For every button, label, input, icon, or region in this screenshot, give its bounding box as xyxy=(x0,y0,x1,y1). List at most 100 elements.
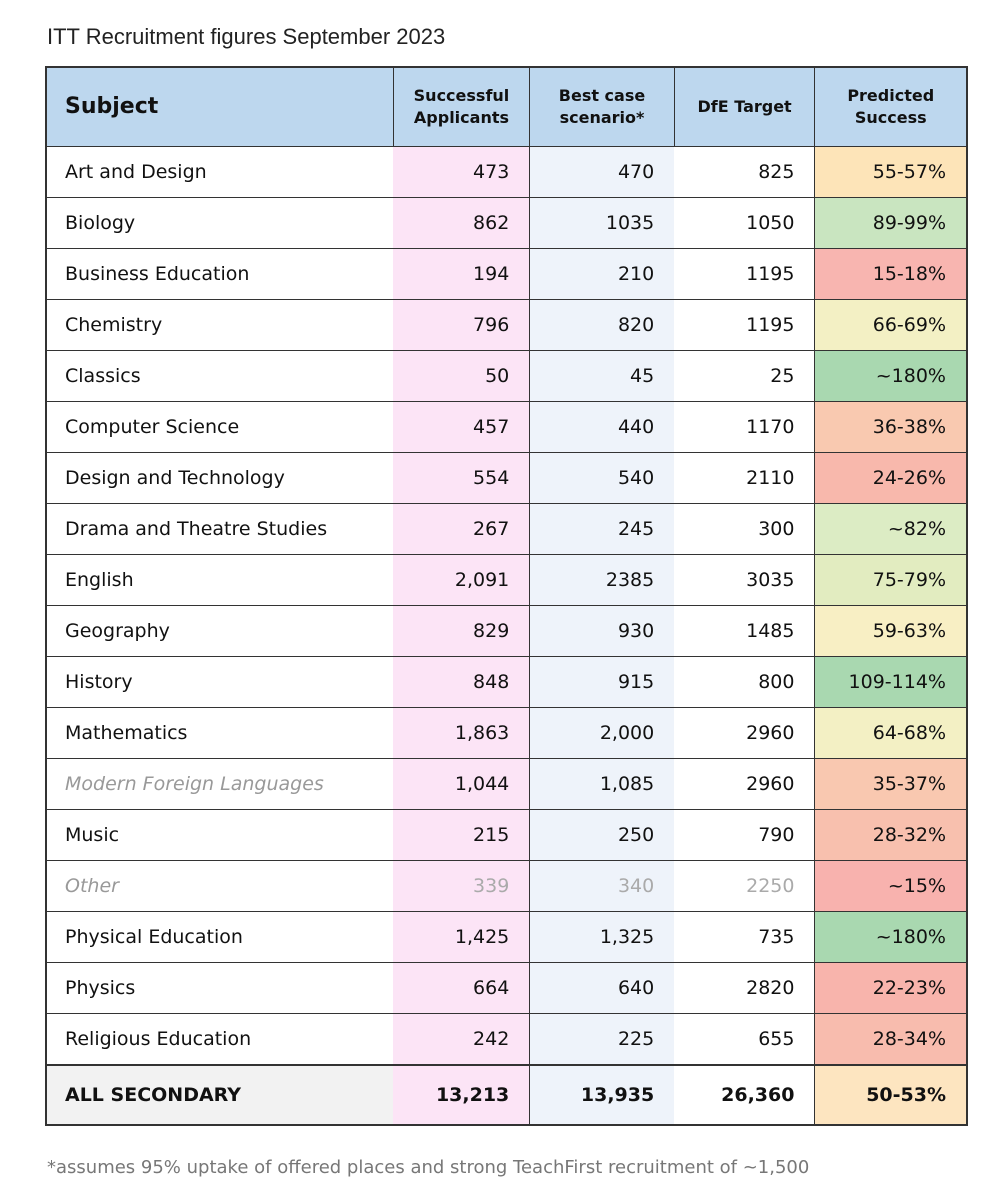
table-row: Design and Technology 554 540 2110 24-26% xyxy=(46,452,967,504)
value-cell: 820 xyxy=(529,299,675,351)
subject-cell: Physical Education xyxy=(46,911,394,963)
value-cell: 862 xyxy=(393,197,530,249)
table-row: Classics 50 45 25 ~180% xyxy=(46,350,967,402)
total-cell: 13,213 xyxy=(393,1064,530,1125)
value-cell: 2960 xyxy=(674,707,815,759)
value-cell: 1485 xyxy=(674,605,815,657)
value-cell: 1,425 xyxy=(393,911,530,963)
subject-cell: Drama and Theatre Studies xyxy=(46,503,394,555)
value-cell: 22-23% xyxy=(814,962,967,1014)
value-cell: 64-68% xyxy=(814,707,967,759)
value-cell: 800 xyxy=(674,656,815,708)
value-cell: 215 xyxy=(393,809,530,861)
value-cell: 554 xyxy=(393,452,530,504)
value-cell: 194 xyxy=(393,248,530,300)
table-row: Drama and Theatre Studies 267 245 300 ~82% xyxy=(46,503,967,555)
value-cell: 796 xyxy=(393,299,530,351)
value-cell: 1050 xyxy=(674,197,815,249)
table-row: Physics 664 640 2820 22-23% xyxy=(46,962,967,1014)
value-cell: 28-32% xyxy=(814,809,967,861)
value-cell: 1,863 xyxy=(393,707,530,759)
value-cell: ~180% xyxy=(814,350,967,402)
subject-cell: Biology xyxy=(46,197,394,249)
value-cell: 2960 xyxy=(674,758,815,810)
value-cell: 848 xyxy=(393,656,530,708)
header-row: Subject Successful Applicants Best case sc… xyxy=(46,66,967,147)
value-cell: 340 xyxy=(529,860,675,912)
subject-cell: Modern Foreign Languages xyxy=(46,758,394,810)
table-row: Geography 829 930 1485 59-63% xyxy=(46,605,967,657)
subject-cell: English xyxy=(46,554,394,606)
value-cell: 55-57% xyxy=(814,146,967,198)
value-cell: ~82% xyxy=(814,503,967,555)
table-row: Computer Science 457 440 1170 36-38% xyxy=(46,401,967,453)
value-cell: 45 xyxy=(529,350,675,402)
table-row: Music 215 250 790 28-32% xyxy=(46,809,967,861)
value-cell: 915 xyxy=(529,656,675,708)
subject-cell: Other xyxy=(46,860,394,912)
value-cell: 540 xyxy=(529,452,675,504)
value-cell: 24-26% xyxy=(814,452,967,504)
header-cell: Predicted Success xyxy=(814,66,967,147)
subject-cell: Mathematics xyxy=(46,707,394,759)
value-cell: 655 xyxy=(674,1013,815,1065)
subject-cell: Classics xyxy=(46,350,394,402)
value-cell: 457 xyxy=(393,401,530,453)
table-row: Modern Foreign Languages 1,044 1,085 2960 35… xyxy=(46,758,967,810)
table-row: Art and Design 473 470 825 55-57% xyxy=(46,146,967,198)
subject-cell: Design and Technology xyxy=(46,452,394,504)
subject-cell: Business Education xyxy=(46,248,394,300)
value-cell: 339 xyxy=(393,860,530,912)
value-cell: 35-37% xyxy=(814,758,967,810)
table-row: Physical Education 1,425 1,325 735 ~180% xyxy=(46,911,967,963)
value-cell: 1,325 xyxy=(529,911,675,963)
table-row: Religious Education 242 225 655 28-34% xyxy=(46,1013,967,1065)
value-cell: 89-99% xyxy=(814,197,967,249)
value-cell: 825 xyxy=(674,146,815,198)
value-cell: 28-34% xyxy=(814,1013,967,1065)
value-cell: 1035 xyxy=(529,197,675,249)
value-cell: 25 xyxy=(674,350,815,402)
value-cell: 210 xyxy=(529,248,675,300)
value-cell: 2,000 xyxy=(529,707,675,759)
value-cell: ~15% xyxy=(814,860,967,912)
subject-cell: Religious Education xyxy=(46,1013,394,1065)
recruitment-table: Subject Successful Applicants Best case sc… xyxy=(45,66,968,1126)
value-cell: 470 xyxy=(529,146,675,198)
header-cell: Best case scenario* xyxy=(529,66,675,147)
value-cell: 242 xyxy=(393,1013,530,1065)
table-row: Business Education 194 210 1195 15-18% xyxy=(46,248,967,300)
value-cell: 2,091 xyxy=(393,554,530,606)
value-cell: 735 xyxy=(674,911,815,963)
subject-cell: Geography xyxy=(46,605,394,657)
value-cell: 2250 xyxy=(674,860,815,912)
subject-cell: Music xyxy=(46,809,394,861)
subject-cell: Art and Design xyxy=(46,146,394,198)
value-cell: 640 xyxy=(529,962,675,1014)
value-cell: 59-63% xyxy=(814,605,967,657)
value-cell: 267 xyxy=(393,503,530,555)
table-row: English 2,091 2385 3035 75-79% xyxy=(46,554,967,606)
value-cell: 225 xyxy=(529,1013,675,1065)
value-cell: 50 xyxy=(393,350,530,402)
subject-cell: Physics xyxy=(46,962,394,1014)
value-cell: ~180% xyxy=(814,911,967,963)
header-cell: Successful Applicants xyxy=(392,66,530,147)
value-cell: 1195 xyxy=(674,299,815,351)
value-cell: 2820 xyxy=(674,962,815,1014)
value-cell: 250 xyxy=(529,809,675,861)
value-cell: 3035 xyxy=(674,554,815,606)
footnote: *assumes 95% uptake of offered places an… xyxy=(47,1157,810,1178)
value-cell: 36-38% xyxy=(814,401,967,453)
value-cell: 75-79% xyxy=(814,554,967,606)
value-cell: 2385 xyxy=(529,554,675,606)
table-row: Other 339 340 2250 ~15% xyxy=(46,860,967,912)
total-cell: 13,935 xyxy=(529,1064,675,1125)
value-cell: 1,044 xyxy=(393,758,530,810)
value-cell: 245 xyxy=(529,503,675,555)
subject-cell: Chemistry xyxy=(46,299,394,351)
value-cell: 15-18% xyxy=(814,248,967,300)
table-row: History 848 915 800 109-114% xyxy=(46,656,967,708)
value-cell: 930 xyxy=(529,605,675,657)
header-cell: Subject xyxy=(46,66,394,147)
